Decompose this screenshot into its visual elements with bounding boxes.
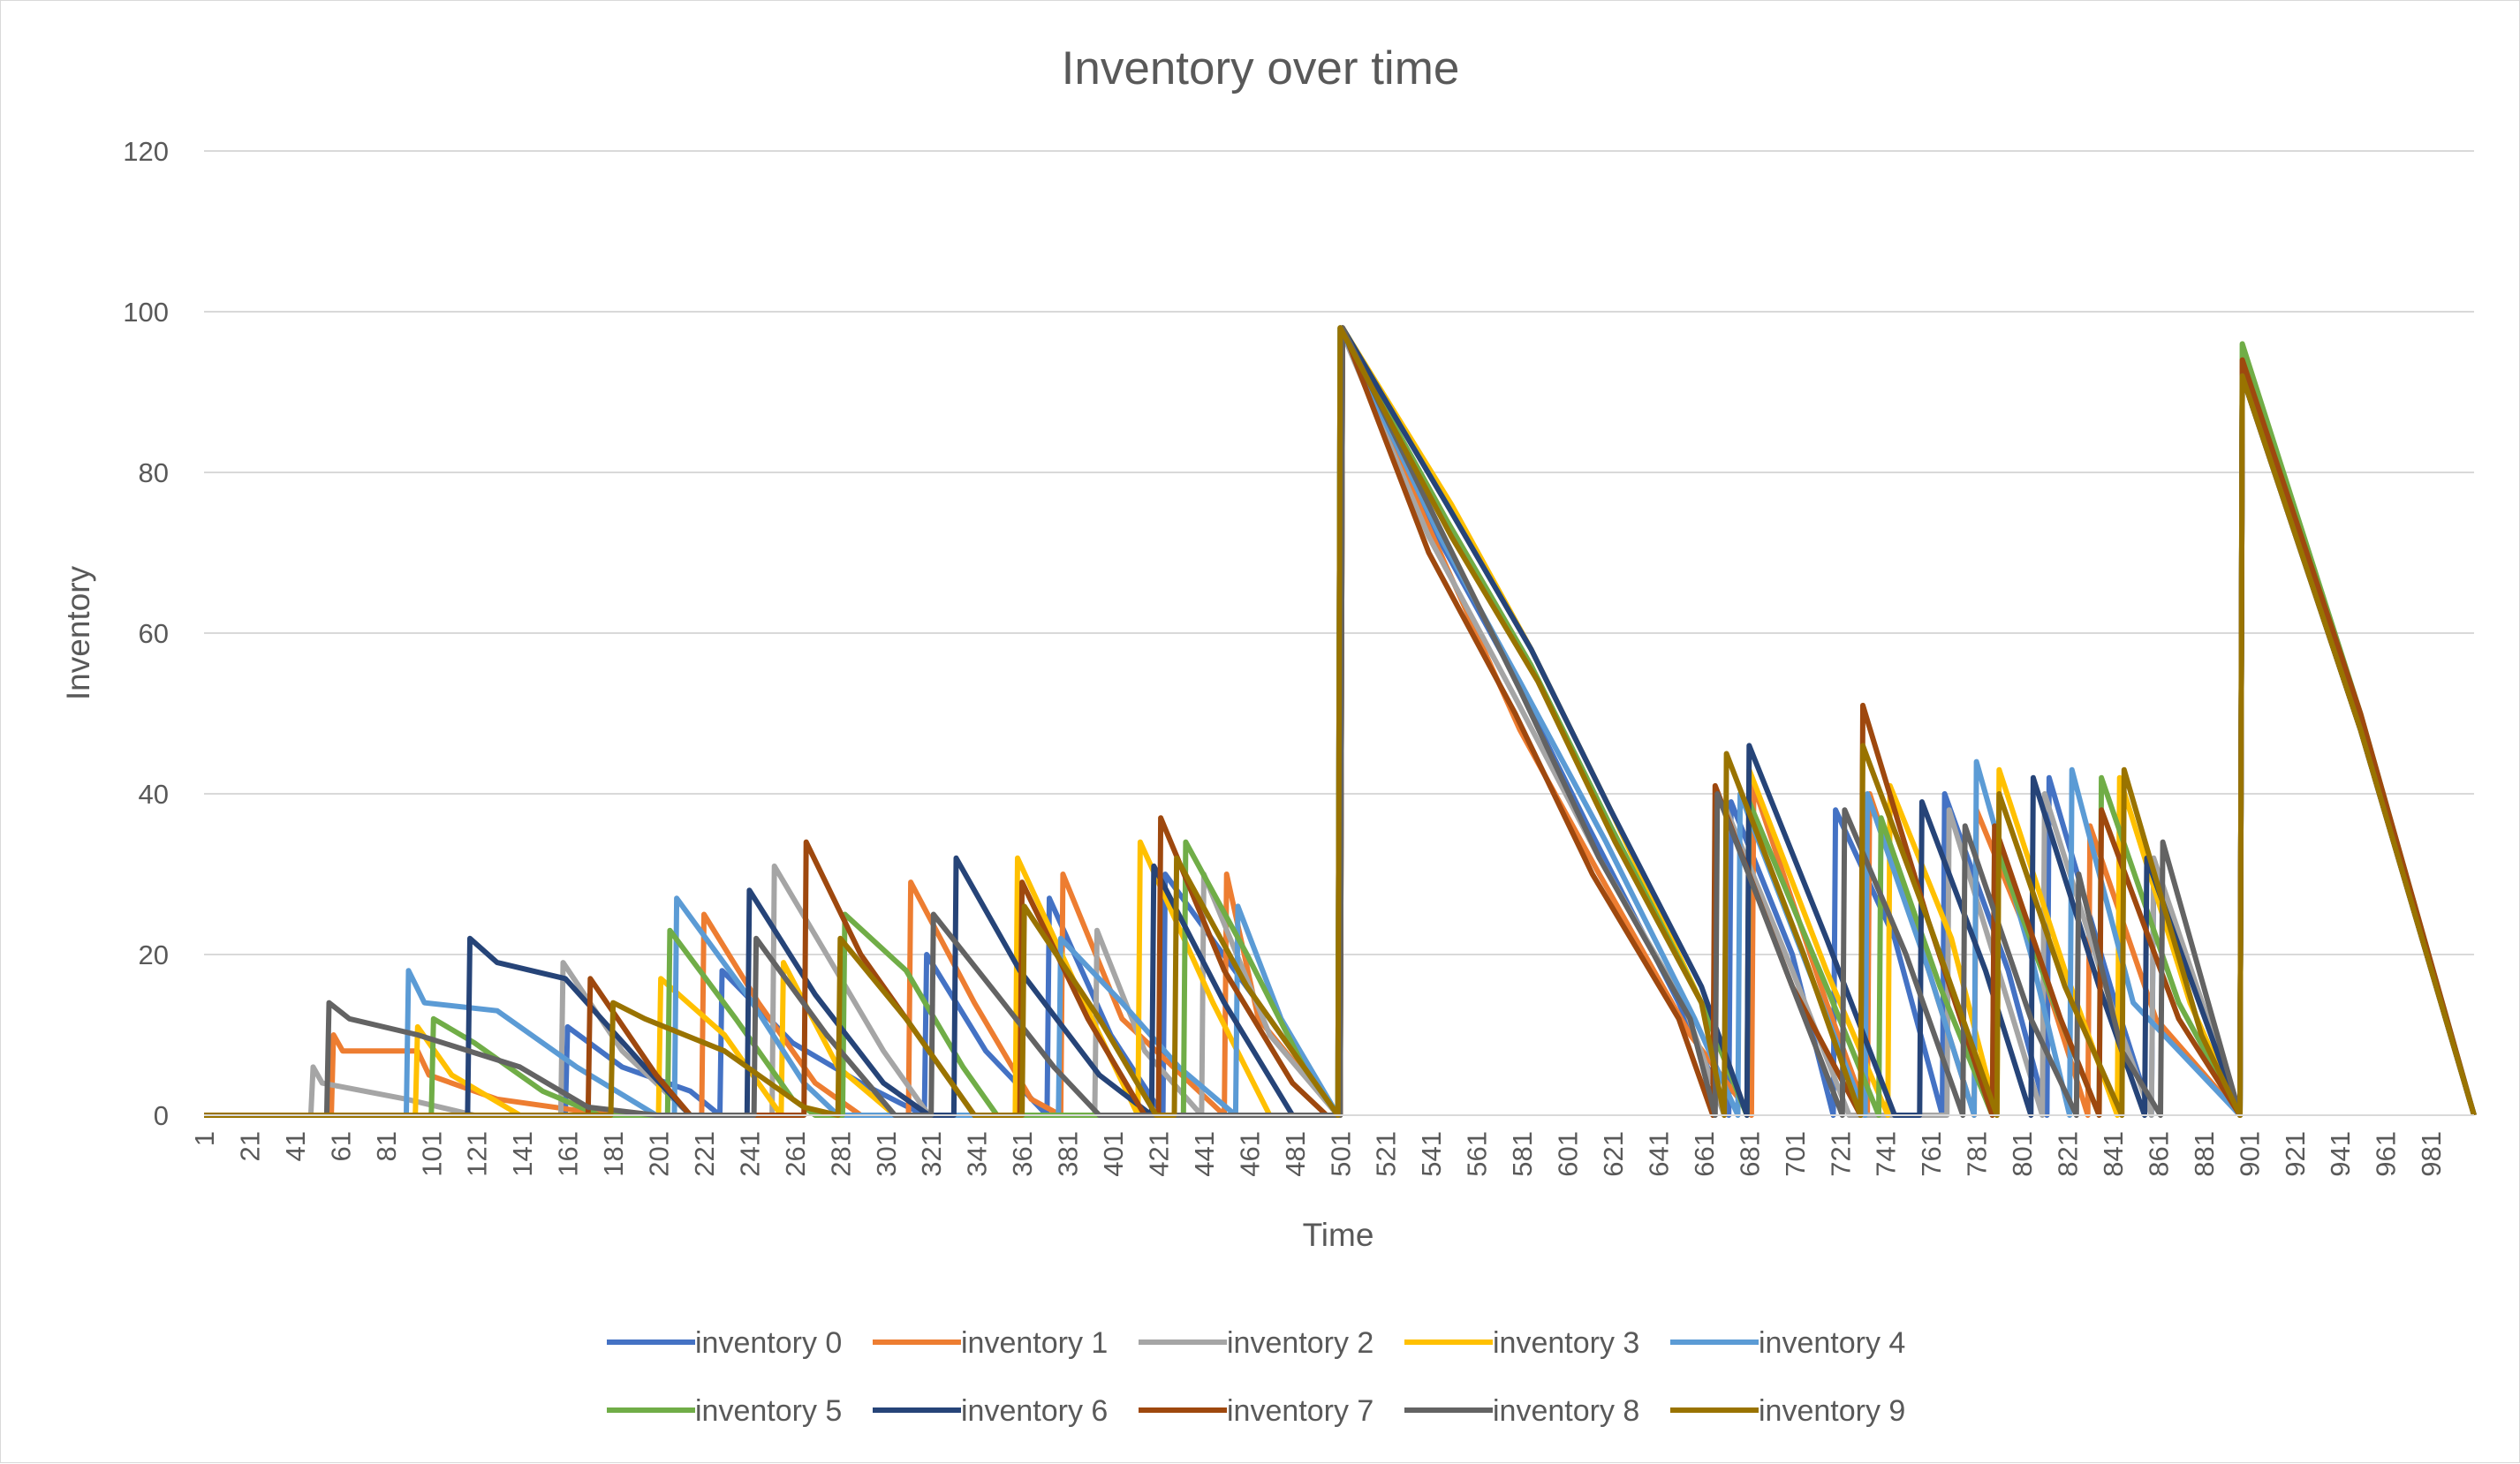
x-tick-label: 841 <box>2098 1131 2129 1177</box>
legend-label-7: inventory 7 <box>1227 1394 1374 1428</box>
x-tick-label: 921 <box>2280 1131 2311 1177</box>
x-tick-label: 161 <box>553 1131 584 1177</box>
x-tick-label: 481 <box>1280 1131 1311 1177</box>
series-line-9 <box>204 325 2477 1118</box>
x-tick-label: 101 <box>416 1131 447 1177</box>
x-tick-label: 761 <box>1916 1131 1947 1177</box>
legend-label-5: inventory 5 <box>695 1394 842 1428</box>
x-tick-label: 781 <box>1962 1131 1993 1177</box>
x-tick-label: 561 <box>1462 1131 1493 1177</box>
legend-label-8: inventory 8 <box>1493 1394 1639 1428</box>
x-tick-label: 501 <box>1325 1131 1356 1177</box>
series-line-8 <box>204 325 2477 1118</box>
y-tick-label: 120 <box>123 136 169 167</box>
x-tick-label: 221 <box>689 1131 720 1177</box>
legend-label-4: inventory 4 <box>1759 1326 1905 1360</box>
x-tick-label: 641 <box>1643 1131 1674 1177</box>
x-tick-label: 301 <box>871 1131 902 1177</box>
x-tick-label: 441 <box>1189 1131 1220 1177</box>
chart-title: Inventory over time <box>1062 42 1460 94</box>
x-tick-label: 901 <box>2234 1131 2265 1177</box>
y-tick-label: 100 <box>123 297 169 328</box>
y-axis-tick-labels: 0 20 40 60 80 100 120 <box>123 136 169 1131</box>
x-tick-label: 181 <box>598 1131 629 1177</box>
x-tick-label: 21 <box>234 1131 265 1161</box>
x-tick-label: 701 <box>1780 1131 1811 1177</box>
legend-label-1: inventory 1 <box>961 1326 1108 1360</box>
y-axis-title: Inventory <box>60 565 96 700</box>
x-tick-label: 401 <box>1098 1131 1129 1177</box>
x-tick-label: 361 <box>1007 1131 1038 1177</box>
x-tick-label: 961 <box>2371 1131 2402 1177</box>
x-tick-label: 941 <box>2325 1131 2356 1177</box>
legend-label-3: inventory 3 <box>1493 1326 1639 1360</box>
y-tick-label: 80 <box>139 457 169 488</box>
x-tick-label: 1 <box>189 1131 220 1146</box>
x-tick-label: 881 <box>2189 1131 2220 1177</box>
x-tick-label: 421 <box>1143 1131 1174 1177</box>
y-tick-label: 20 <box>139 940 169 970</box>
legend-label-0: inventory 0 <box>695 1326 842 1360</box>
x-tick-label: 581 <box>1507 1131 1538 1177</box>
y-tick-label: 0 <box>154 1100 169 1131</box>
x-axis-tick-labels: 1 21 41 61 81 101 121 141 161 181 201 221 241 261 281 3… <box>189 1131 2447 1177</box>
y-tick-label: 40 <box>139 779 169 810</box>
x-tick-label: 661 <box>1689 1131 1720 1177</box>
x-tick-label: 281 <box>825 1131 856 1177</box>
x-tick-label: 241 <box>734 1131 765 1177</box>
x-tick-label: 741 <box>1871 1131 1902 1177</box>
x-tick-label: 601 <box>1553 1131 1584 1177</box>
x-tick-label: 721 <box>1825 1131 1856 1177</box>
x-tick-label: 981 <box>2416 1131 2447 1177</box>
x-tick-label: 821 <box>2053 1131 2084 1177</box>
x-tick-label: 521 <box>1371 1131 1402 1177</box>
x-tick-label: 861 <box>2143 1131 2174 1177</box>
x-tick-label: 201 <box>644 1131 675 1177</box>
legend: inventory 0 inventory 1 inventory 2 invento… <box>607 1326 1905 1428</box>
x-tick-label: 61 <box>325 1131 356 1161</box>
x-tick-label: 621 <box>1598 1131 1629 1177</box>
legend-label-9: inventory 9 <box>1759 1394 1905 1428</box>
x-tick-label: 541 <box>1416 1131 1447 1177</box>
x-tick-label: 41 <box>280 1131 311 1161</box>
legend-label-2: inventory 2 <box>1227 1326 1374 1360</box>
x-tick-label: 141 <box>507 1131 538 1177</box>
x-axis-title: Time <box>1303 1217 1374 1253</box>
legend-label-6: inventory 6 <box>961 1394 1108 1428</box>
x-tick-label: 81 <box>371 1131 402 1161</box>
x-tick-label: 121 <box>462 1131 493 1177</box>
series-lines <box>204 325 2477 1118</box>
x-tick-label: 381 <box>1053 1131 1084 1177</box>
x-tick-label: 261 <box>780 1131 811 1177</box>
y-tick-label: 60 <box>139 618 169 649</box>
x-tick-label: 321 <box>916 1131 947 1177</box>
x-tick-label: 341 <box>962 1131 993 1177</box>
x-tick-label: 681 <box>1734 1131 1765 1177</box>
x-tick-label: 801 <box>2007 1131 2038 1177</box>
x-tick-label: 461 <box>1234 1131 1265 1177</box>
